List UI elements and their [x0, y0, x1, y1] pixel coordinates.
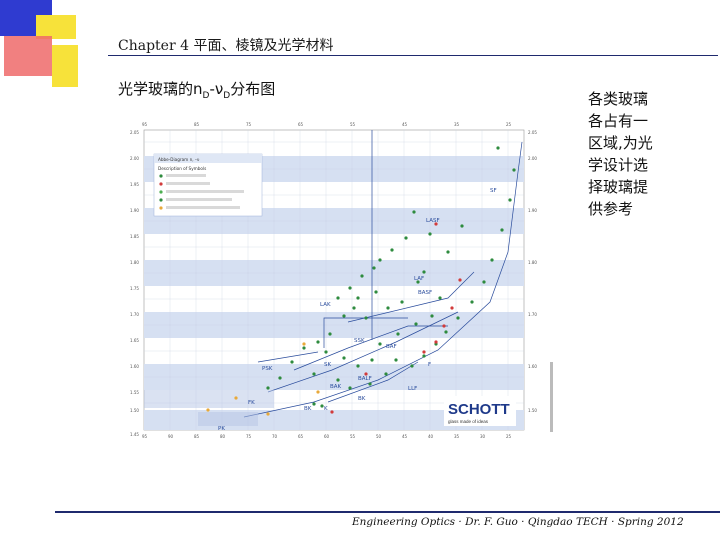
svg-text:1.55: 1.55 — [130, 390, 139, 395]
legend-title: Abbe-Diagram n, –ν — [158, 157, 200, 162]
svg-text:BK: BK — [358, 396, 366, 402]
svg-text:SSK: SSK — [354, 338, 365, 344]
svg-text:65: 65 — [298, 122, 304, 127]
svg-text:PK: PK — [218, 426, 225, 432]
svg-text:1.70: 1.70 — [528, 312, 537, 317]
svg-text:1.45: 1.45 — [130, 432, 139, 437]
logo-square-yellow-bottom — [52, 45, 78, 87]
svg-text:1.50: 1.50 — [130, 408, 139, 413]
legend-subtitle: Description of Symbols — [158, 166, 206, 171]
svg-text:95: 95 — [142, 122, 148, 127]
footer-text: Engineering Optics · Dr. F. Guo · Qingda… — [352, 516, 684, 528]
svg-text:2.00: 2.00 — [130, 156, 139, 161]
svg-text:70: 70 — [272, 434, 278, 439]
svg-text:85: 85 — [194, 434, 200, 439]
svg-text:LAF: LAF — [414, 276, 424, 282]
svg-text:55: 55 — [350, 434, 356, 439]
heading-sub1: D — [202, 91, 210, 101]
svg-text:35: 35 — [454, 434, 460, 439]
svg-text:80: 80 — [220, 434, 226, 439]
slide-heading: 光学玻璃的nD-νD分布图 — [118, 78, 275, 101]
svg-text:25: 25 — [506, 122, 512, 127]
tick-labels: 2.05 2.00 1.95 1.90 1.85 1.80 1.75 1.70 1.65… — [130, 122, 537, 439]
svg-text:BK: BK — [304, 406, 312, 412]
heading-sub2: D — [223, 91, 231, 101]
heading-dash: -ν — [209, 80, 224, 98]
legend: Abbe-Diagram n, –ν Description of Symbol… — [153, 153, 263, 217]
abbe-diagram: 2.05 2.00 1.95 1.90 1.85 1.80 1.75 1.70 1.65… — [130, 122, 553, 439]
svg-text:2.05: 2.05 — [130, 130, 139, 135]
svg-text:1.60: 1.60 — [130, 364, 139, 369]
svg-text:2.00: 2.00 — [528, 156, 537, 161]
svg-text:2.05: 2.05 — [528, 130, 537, 135]
svg-text:LAK: LAK — [320, 302, 331, 308]
glass-points — [206, 146, 516, 416]
svg-text:BASF: BASF — [418, 290, 432, 296]
svg-text:1.80: 1.80 — [130, 260, 139, 265]
svg-text:FK: FK — [248, 400, 255, 406]
svg-text:1.95: 1.95 — [130, 182, 139, 187]
logo-square-red — [4, 36, 52, 76]
logo-square-yellow-top — [36, 15, 76, 39]
svg-text:1.75: 1.75 — [130, 286, 139, 291]
svg-text:95: 95 — [142, 434, 148, 439]
svg-text:45: 45 — [402, 122, 408, 127]
svg-text:55: 55 — [350, 122, 356, 127]
brand-name: SCHOTT — [448, 401, 510, 418]
svg-text:SK: SK — [324, 362, 331, 368]
svg-text:K: K — [324, 406, 328, 412]
svg-text:LASF: LASF — [426, 218, 440, 224]
side-note: 各类玻璃各占有一区域,为光学设计选择玻璃提供参考 — [588, 90, 653, 218]
svg-text:LLF: LLF — [408, 386, 417, 392]
header-title: Chapter 4 平面、棱镜及光学材料 — [118, 38, 334, 54]
svg-text:F: F — [428, 362, 431, 368]
svg-text:65: 65 — [298, 434, 304, 439]
svg-text:85: 85 — [194, 122, 200, 127]
svg-text:PSK: PSK — [262, 366, 273, 372]
header-divider — [108, 55, 718, 56]
svg-text:40: 40 — [428, 434, 434, 439]
svg-text:60: 60 — [324, 434, 330, 439]
svg-text:1.70: 1.70 — [130, 312, 139, 317]
footer-divider — [55, 511, 720, 513]
svg-text:BAF: BAF — [386, 344, 397, 350]
svg-text:45: 45 — [402, 434, 408, 439]
region-fills — [144, 390, 274, 426]
svg-text:1.80: 1.80 — [528, 260, 537, 265]
region-boundaries — [243, 130, 523, 418]
heading-tail: 分布图 — [230, 80, 276, 98]
svg-text:35: 35 — [454, 122, 460, 127]
svg-text:1.90: 1.90 — [130, 208, 139, 213]
svg-text:1.50: 1.50 — [528, 408, 537, 413]
brand-tagline: glass made of ideas — [448, 419, 489, 424]
region-labels: LASF LAF LAK BASF SSK BAF SK PSK BAK BAL… — [218, 188, 497, 432]
svg-text:25: 25 — [506, 434, 512, 439]
svg-text:75: 75 — [246, 122, 252, 127]
svg-text:1.90: 1.90 — [528, 208, 537, 213]
svg-text:30: 30 — [480, 434, 486, 439]
svg-text:75: 75 — [246, 434, 252, 439]
heading-main: 光学玻璃的n — [118, 80, 203, 98]
svg-text:1.65: 1.65 — [130, 338, 139, 343]
svg-text:BALF: BALF — [358, 376, 372, 382]
svg-text:BAK: BAK — [330, 384, 342, 390]
svg-text:SF: SF — [490, 188, 497, 194]
schott-logo: SCHOTT glass made of ideas — [444, 396, 516, 426]
svg-text:1.85: 1.85 — [130, 234, 139, 239]
side-caption — [550, 362, 553, 432]
svg-text:90: 90 — [168, 434, 174, 439]
svg-text:50: 50 — [376, 434, 382, 439]
svg-text:1.60: 1.60 — [528, 364, 537, 369]
